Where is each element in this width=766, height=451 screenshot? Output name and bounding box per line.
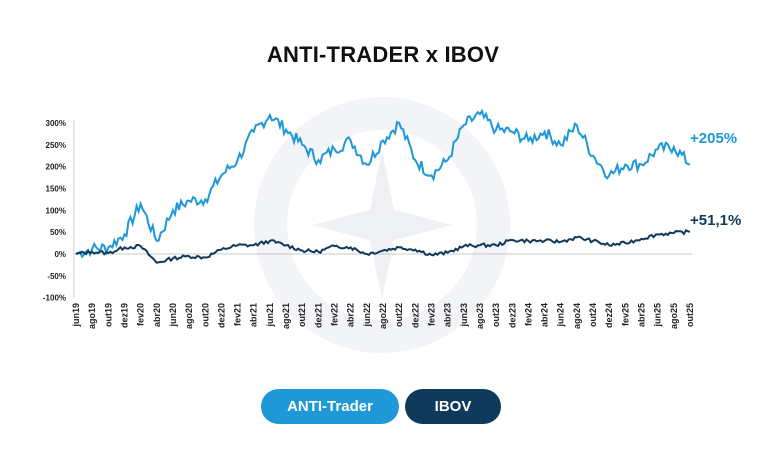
x-tick-label: out19 — [103, 303, 113, 327]
x-tick-label: jun23 — [459, 303, 469, 328]
legend: ANTI-Trader IBOV — [0, 389, 766, 424]
chart-title: ANTI-TRADER x IBOV — [266, 42, 500, 67]
x-tick-label: out20 — [200, 303, 210, 327]
x-tick-label: jun19 — [71, 303, 81, 328]
x-tick-label: abr24 — [540, 303, 550, 327]
x-tick-label: out21 — [297, 303, 307, 327]
x-tick-labels: jun19 ago19 out19 dez19 fev20 abr20 jun20 ago20… — [71, 303, 695, 329]
x-tick-label: abr23 — [443, 303, 453, 327]
x-tick-label: ago22 — [378, 303, 388, 329]
y-tick-label: 0% — [54, 250, 66, 259]
y-tick-label: 100% — [46, 206, 66, 215]
x-tick-label: fev23 — [426, 303, 436, 326]
x-tick-label: out23 — [491, 303, 501, 327]
y-tick-label: -100% — [43, 294, 66, 303]
series-ibov — [75, 228, 691, 264]
x-tick-label: jun21 — [265, 303, 275, 328]
x-tick-label: ago23 — [475, 303, 485, 329]
x-tick-label: dez22 — [410, 303, 420, 328]
y-tick-labels: 300% 250% 200% 150% 100% 50% 0% -50% -100% — [43, 119, 66, 303]
x-tick-label: dez24 — [604, 303, 614, 328]
x-tick-label: out25 — [685, 303, 695, 327]
x-tick-label: fev24 — [523, 303, 533, 326]
x-tick-label: ago19 — [87, 303, 97, 329]
x-tick-label: fev21 — [233, 303, 243, 326]
x-tick-label: abr20 — [152, 303, 162, 327]
y-tick-label: 300% — [46, 119, 66, 128]
series-anti-trader — [75, 108, 691, 259]
x-tick-label: ago25 — [669, 303, 679, 329]
anti-trader-end-label: +205% — [690, 130, 737, 147]
x-tick-label: ago20 — [184, 303, 194, 329]
y-tick-label: -50% — [47, 272, 66, 281]
x-tick-label: out22 — [394, 303, 404, 327]
x-tick-label: abr22 — [346, 303, 356, 327]
legend-anti-trader[interactable]: ANTI-Trader — [261, 389, 399, 424]
x-tick-label: ago24 — [572, 303, 582, 329]
x-tick-label: fev25 — [620, 303, 630, 326]
legend-ibov[interactable]: IBOV — [405, 389, 501, 424]
x-tick-label: abr25 — [637, 303, 647, 327]
x-tick-label: dez21 — [313, 303, 323, 328]
x-tick-label: dez20 — [216, 303, 226, 328]
x-tick-label: jun22 — [362, 303, 372, 328]
x-tick-label: fev20 — [136, 303, 146, 326]
x-tick-label: abr21 — [249, 303, 259, 327]
x-tick-label: out24 — [588, 303, 598, 327]
x-tick-label: jun20 — [168, 303, 178, 328]
x-tick-label: jun25 — [653, 303, 663, 328]
x-tick-label: jun24 — [556, 303, 566, 328]
x-tick-label: dez19 — [119, 303, 129, 328]
y-tick-label: 200% — [46, 163, 66, 172]
x-tick-label: ago21 — [281, 303, 291, 329]
y-tick-label: 150% — [46, 185, 66, 194]
x-tick-label: fev22 — [330, 303, 340, 326]
y-tick-label: 250% — [46, 141, 66, 150]
y-tick-label: 50% — [50, 228, 66, 237]
x-tick-label: dez23 — [507, 303, 517, 328]
ibov-end-label: +51,1% — [690, 212, 741, 229]
